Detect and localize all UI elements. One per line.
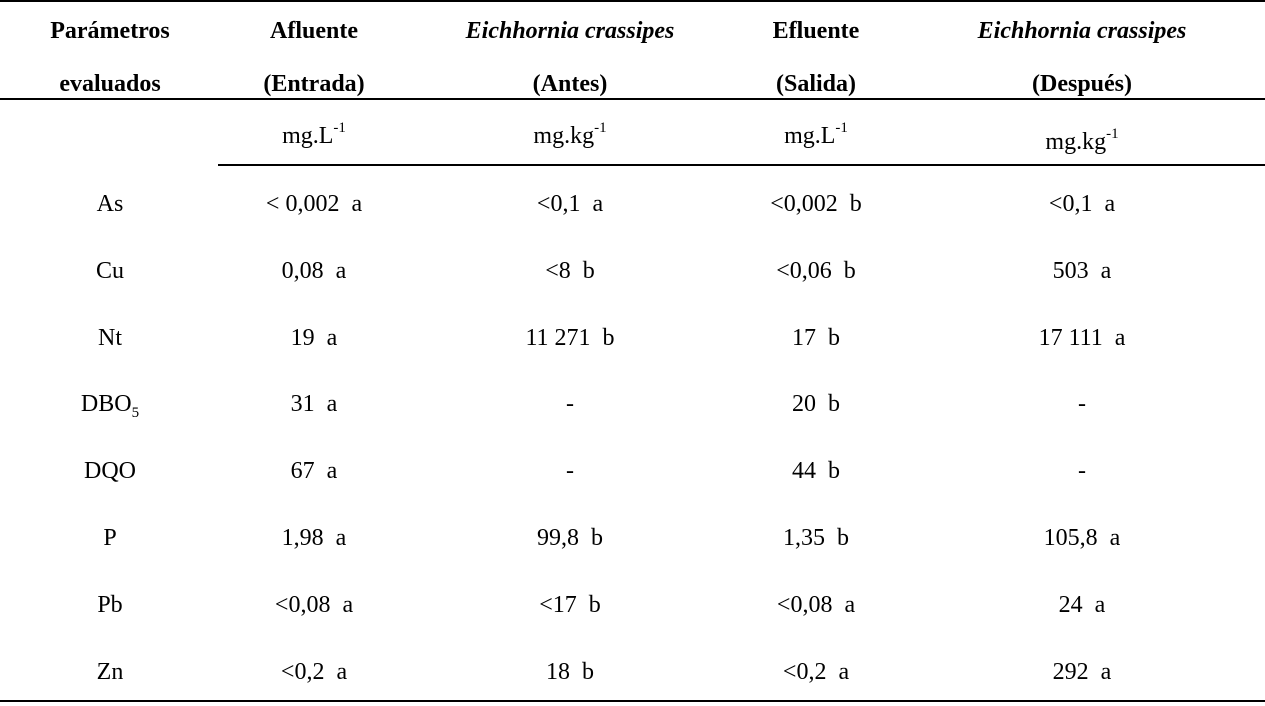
value-cell-c2: <0,2 a <box>280 659 348 685</box>
value-cell-c4: 44 b <box>792 458 840 484</box>
value-cell-c5: 292 a <box>1052 659 1112 685</box>
param-cell: Nt <box>0 324 220 352</box>
value-cell-c2: <0,08 a <box>274 592 354 618</box>
param-cell: DQO <box>0 457 220 485</box>
value-cell-c4: 17 b <box>792 325 840 351</box>
value-cell-c3: - <box>566 391 574 417</box>
header-col4-line2: (Salida) <box>775 71 856 97</box>
param-name: P <box>103 525 117 551</box>
value-cell-c5: 17 111 a <box>1038 325 1126 351</box>
param-name: As <box>96 191 124 217</box>
value-cell-c3: 11 271 b <box>525 325 615 351</box>
value-cell-c5: 105,8 a <box>1043 525 1121 551</box>
header-col2-line1: Afluente <box>270 18 358 44</box>
value-cell-c3: <17 b <box>539 592 601 618</box>
param-cell: DBO5 <box>0 390 220 421</box>
units-rule <box>218 164 1265 166</box>
header-col2-line2: (Entrada) <box>263 71 365 97</box>
value-cell-c2: 31 a <box>290 391 338 417</box>
value-cell-c3: <8 b <box>545 258 595 284</box>
header-col1-line2: evaluados <box>59 71 161 97</box>
units-col5-base: mg.kg <box>1045 129 1107 155</box>
value-cell-c5: - <box>1078 458 1086 484</box>
value-cell-c2: 1,98 a <box>281 525 347 551</box>
value-cell-c4: 20 b <box>792 391 840 417</box>
value-cell-c4: <0,2 a <box>782 659 850 685</box>
header-col5-line2: (Después) <box>1032 71 1132 97</box>
top-rule <box>0 0 1265 2</box>
units-col2-exp: -1 <box>333 120 346 136</box>
param-name: Nt <box>98 325 122 351</box>
units-col5-exp: -1 <box>1106 126 1119 142</box>
header-col1-line1: Parámetros <box>50 18 170 44</box>
value-cell-c3: 18 b <box>546 659 594 685</box>
value-cell-c4: <0,06 b <box>776 258 856 284</box>
param-cell: Zn <box>0 658 220 686</box>
param-name: Pb <box>97 592 123 618</box>
value-cell-c3: 99,8 b <box>537 525 603 551</box>
units-col4: mg.L-1 <box>716 120 916 150</box>
units-col2: mg.L-1 <box>214 120 414 150</box>
header-col4-line1: Efluente <box>772 18 860 44</box>
header-col3-line1: Eichhornia crassipes <box>465 18 675 44</box>
param-name: Zn <box>96 659 124 685</box>
units-col3: mg.kg-1 <box>420 120 720 150</box>
value-cell-c5: 24 a <box>1058 592 1106 618</box>
units-col2-base: mg.L <box>282 123 334 149</box>
param-cell: Cu <box>0 257 220 285</box>
value-cell-c3: - <box>566 458 574 484</box>
header-col5-line1: Eichhornia crassipes <box>977 18 1187 44</box>
value-cell-c2: 0,08 a <box>281 258 347 284</box>
units-col3-base: mg.kg <box>533 123 595 149</box>
units-col4-exp: -1 <box>835 120 848 136</box>
value-cell-c4: <0,002 b <box>770 191 862 217</box>
units-col4-base: mg.L <box>784 123 836 149</box>
param-subscript: 5 <box>131 404 140 421</box>
value-cell-c4: <0,08 a <box>776 592 856 618</box>
units-col3-exp: -1 <box>594 120 607 136</box>
value-cell-c5: - <box>1078 391 1086 417</box>
value-cell-c5: 503 a <box>1052 258 1112 284</box>
value-cell-c2: 19 a <box>290 325 338 351</box>
header-col3-line2: (Antes) <box>532 71 608 97</box>
param-name: DQO <box>84 458 136 484</box>
value-cell-c2: 67 a <box>290 458 338 484</box>
param-name: DBO <box>80 391 132 417</box>
value-cell-c3: <0,1 a <box>536 191 604 217</box>
header-rule <box>0 98 1265 100</box>
value-cell-c2: < 0,002 a <box>265 191 363 217</box>
units-col5: mg.kg-1 <box>932 126 1232 156</box>
param-name: Cu <box>95 258 124 284</box>
bottom-rule <box>0 700 1265 702</box>
value-cell-c5: <0,1 a <box>1048 191 1116 217</box>
param-cell: Pb <box>0 591 220 619</box>
value-cell-c4: 1,35 b <box>783 525 849 551</box>
param-cell: P <box>0 524 220 552</box>
param-cell: As <box>0 190 220 218</box>
